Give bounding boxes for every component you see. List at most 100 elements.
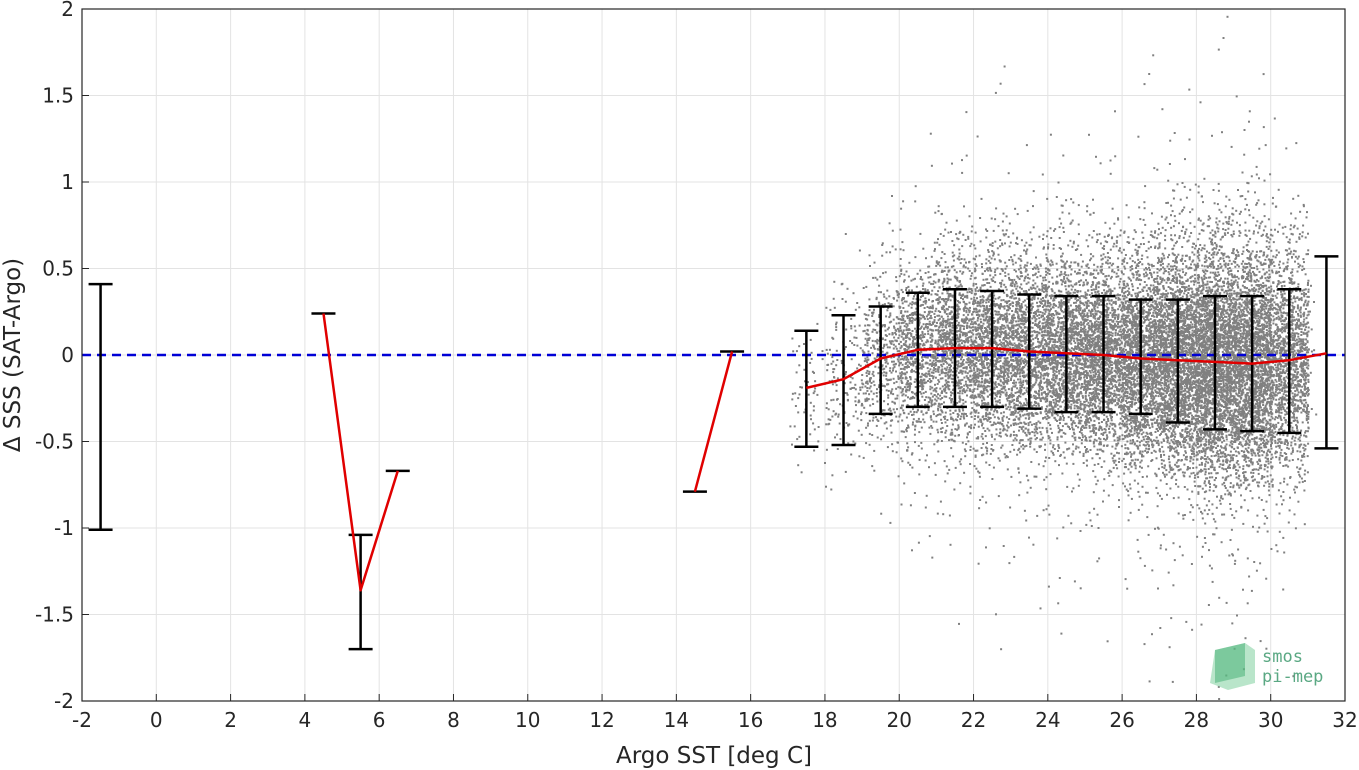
scatter-point bbox=[931, 361, 934, 364]
scatter-point bbox=[1040, 393, 1043, 396]
scatter-point bbox=[1034, 331, 1037, 334]
scatter-point bbox=[934, 398, 937, 401]
scatter-point bbox=[918, 316, 921, 319]
scatter-point bbox=[996, 410, 998, 413]
scatter-point bbox=[969, 336, 972, 339]
scatter-point bbox=[1017, 276, 1020, 279]
scatter-point bbox=[1001, 419, 1004, 422]
scatter-point bbox=[809, 401, 812, 404]
scatter-point bbox=[873, 346, 875, 349]
scatter-point bbox=[989, 362, 992, 365]
scatter-point bbox=[1023, 374, 1026, 377]
scatter-point bbox=[867, 398, 870, 401]
scatter-point bbox=[980, 330, 983, 333]
scatter-point bbox=[807, 381, 809, 384]
scatter-point bbox=[956, 402, 959, 404]
scatter-point bbox=[986, 419, 989, 422]
scatter-point bbox=[838, 422, 841, 425]
scatter-point bbox=[1036, 366, 1039, 369]
scatter-point bbox=[918, 362, 921, 365]
scatter-point bbox=[945, 368, 948, 371]
scatter-point bbox=[946, 292, 949, 295]
scatter-point bbox=[974, 300, 976, 303]
scatter-point bbox=[966, 372, 969, 375]
scatter-point bbox=[921, 382, 924, 385]
scatter-point bbox=[967, 331, 970, 334]
scatter-point bbox=[985, 327, 988, 330]
scatter-point bbox=[999, 359, 1002, 362]
scatter-point bbox=[970, 326, 973, 329]
scatter-point bbox=[975, 409, 978, 412]
scatter-point bbox=[1029, 440, 1032, 443]
scatter-point bbox=[891, 229, 894, 232]
scatter-point bbox=[953, 244, 956, 247]
scatter-point bbox=[887, 408, 890, 411]
scatter-point bbox=[1011, 279, 1013, 281]
scatter-point bbox=[890, 371, 893, 374]
scatter-point bbox=[1037, 420, 1040, 423]
scatter-point bbox=[900, 379, 903, 382]
scatter-point bbox=[961, 360, 964, 363]
scatter-point bbox=[911, 549, 913, 552]
scatter-point bbox=[990, 448, 993, 450]
scatter-point bbox=[906, 310, 909, 313]
scatter-point bbox=[899, 258, 902, 260]
scatter-point bbox=[1042, 233, 1045, 236]
scatter-point bbox=[813, 428, 816, 431]
scatter-point bbox=[835, 326, 838, 329]
scatter-point bbox=[923, 327, 926, 330]
scatter-point bbox=[911, 414, 913, 416]
scatter-point bbox=[1042, 365, 1045, 368]
scatter-point bbox=[925, 381, 928, 384]
scatter-point bbox=[971, 391, 974, 394]
scatter-point bbox=[978, 310, 981, 313]
scatter-point bbox=[1006, 319, 1009, 322]
scatter-point bbox=[1007, 309, 1010, 312]
scatter-point bbox=[942, 350, 945, 353]
scatter-point bbox=[832, 360, 835, 363]
scatter-point bbox=[935, 399, 938, 402]
scatter-point bbox=[1015, 329, 1018, 332]
scatter-point bbox=[896, 397, 899, 400]
scatter-point bbox=[1018, 360, 1021, 363]
scatter-point bbox=[961, 370, 964, 373]
scatter-point bbox=[902, 317, 905, 320]
scatter-point bbox=[942, 388, 945, 391]
scatter-point bbox=[931, 556, 934, 559]
scatter-point bbox=[1029, 231, 1032, 234]
scatter-point bbox=[985, 298, 988, 301]
scatter-point bbox=[826, 352, 829, 355]
scatter-point bbox=[968, 215, 971, 218]
scatter-point bbox=[984, 381, 987, 384]
scatter-point bbox=[940, 315, 943, 318]
scatter-point bbox=[959, 270, 962, 273]
scatter-point bbox=[1007, 327, 1010, 329]
scatter-point bbox=[985, 352, 988, 355]
scatter-point bbox=[985, 452, 988, 455]
scatter-point bbox=[1019, 267, 1022, 270]
scatter-point bbox=[892, 347, 895, 350]
scatter-point bbox=[1046, 431, 1049, 434]
scatter-point bbox=[1033, 298, 1036, 301]
scatter-point bbox=[866, 342, 869, 344]
scatter-point bbox=[1005, 320, 1008, 322]
scatter-point bbox=[971, 313, 974, 316]
scatter-point bbox=[935, 264, 938, 267]
scatter-point bbox=[921, 278, 924, 281]
scatter-point bbox=[936, 349, 939, 352]
scatter-point bbox=[872, 320, 875, 322]
scatter-point bbox=[1037, 402, 1040, 405]
scatter-point bbox=[984, 313, 987, 316]
scatter-point bbox=[960, 331, 963, 334]
scatter-point bbox=[917, 420, 920, 423]
scatter-point bbox=[981, 377, 983, 380]
scatter-point bbox=[1034, 267, 1037, 270]
scatter-point bbox=[967, 237, 970, 240]
scatter-point bbox=[969, 396, 972, 399]
scatter-point bbox=[1042, 279, 1045, 282]
scatter-point bbox=[937, 450, 940, 453]
scatter-point bbox=[903, 279, 906, 282]
scatter-point bbox=[957, 434, 960, 437]
scatter-point bbox=[996, 391, 999, 394]
scatter-point bbox=[1038, 300, 1041, 303]
